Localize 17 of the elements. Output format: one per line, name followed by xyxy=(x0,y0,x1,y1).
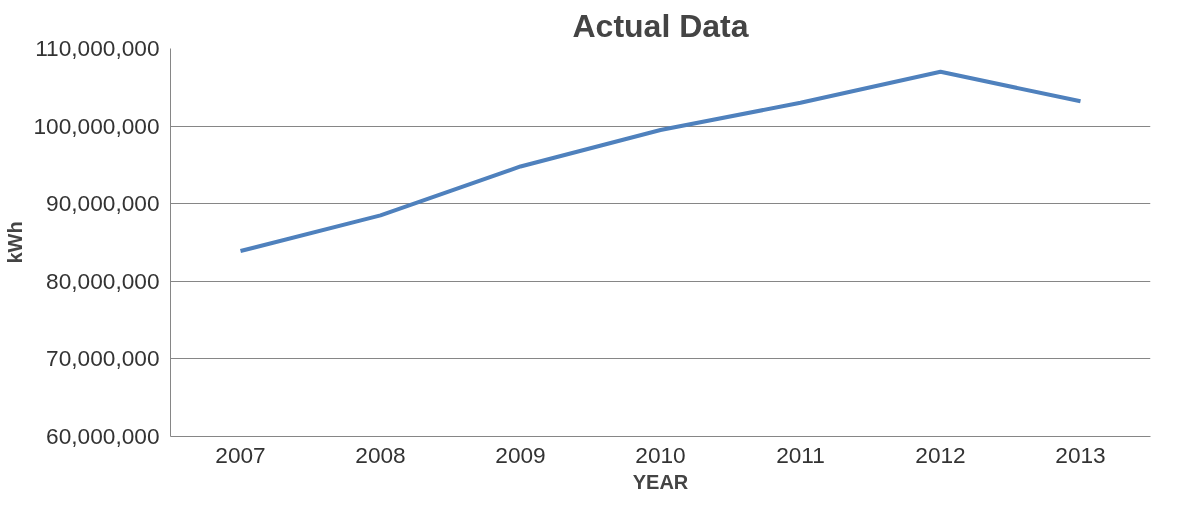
y-tick-label: 90,000,000 xyxy=(46,190,160,217)
x-tick-label: 2007 xyxy=(215,441,266,468)
x-tick-label: 2008 xyxy=(355,441,406,468)
x-axis-title: YEAR xyxy=(632,470,689,493)
x-tick-label: 2013 xyxy=(1055,441,1106,468)
x-tick-label: 2010 xyxy=(635,441,686,468)
x-tick-label: 2011 xyxy=(776,441,825,468)
y-axis-title: kWh xyxy=(3,221,26,264)
y-tick-label: 60,000,000 xyxy=(46,423,160,449)
y-tick-label: 100,000,000 xyxy=(33,112,160,139)
line-series xyxy=(238,69,1083,254)
y-tick-label: 70,000,000 xyxy=(46,345,160,372)
x-tick-label: 2009 xyxy=(495,441,546,468)
y-tick-label: 80,000,000 xyxy=(46,267,160,294)
chart-title: Actual Data xyxy=(572,7,749,44)
x-tick-label: 2012 xyxy=(915,441,966,468)
y-tick-label: 110,000,000 xyxy=(35,35,160,61)
